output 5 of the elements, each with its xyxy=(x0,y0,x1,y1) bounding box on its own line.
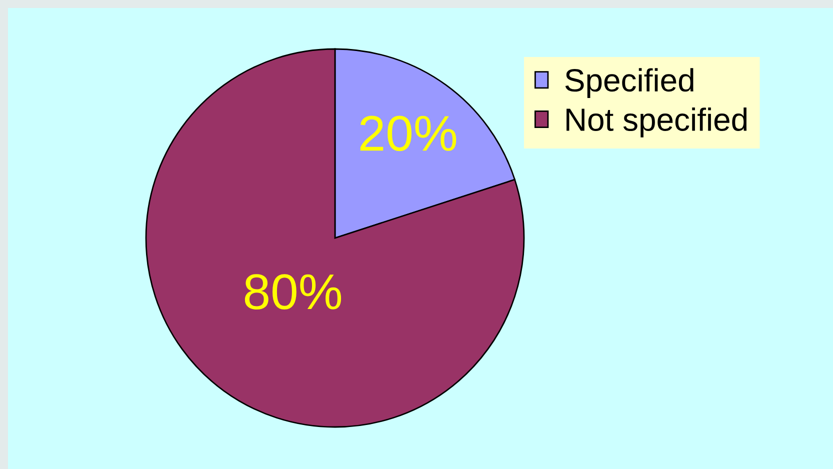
legend-label: Not specified xyxy=(566,108,747,138)
data-label: 20% xyxy=(360,116,456,152)
pie-slice xyxy=(145,48,525,428)
data-label: 80% xyxy=(244,274,342,310)
legend-label: Specified xyxy=(565,68,694,98)
